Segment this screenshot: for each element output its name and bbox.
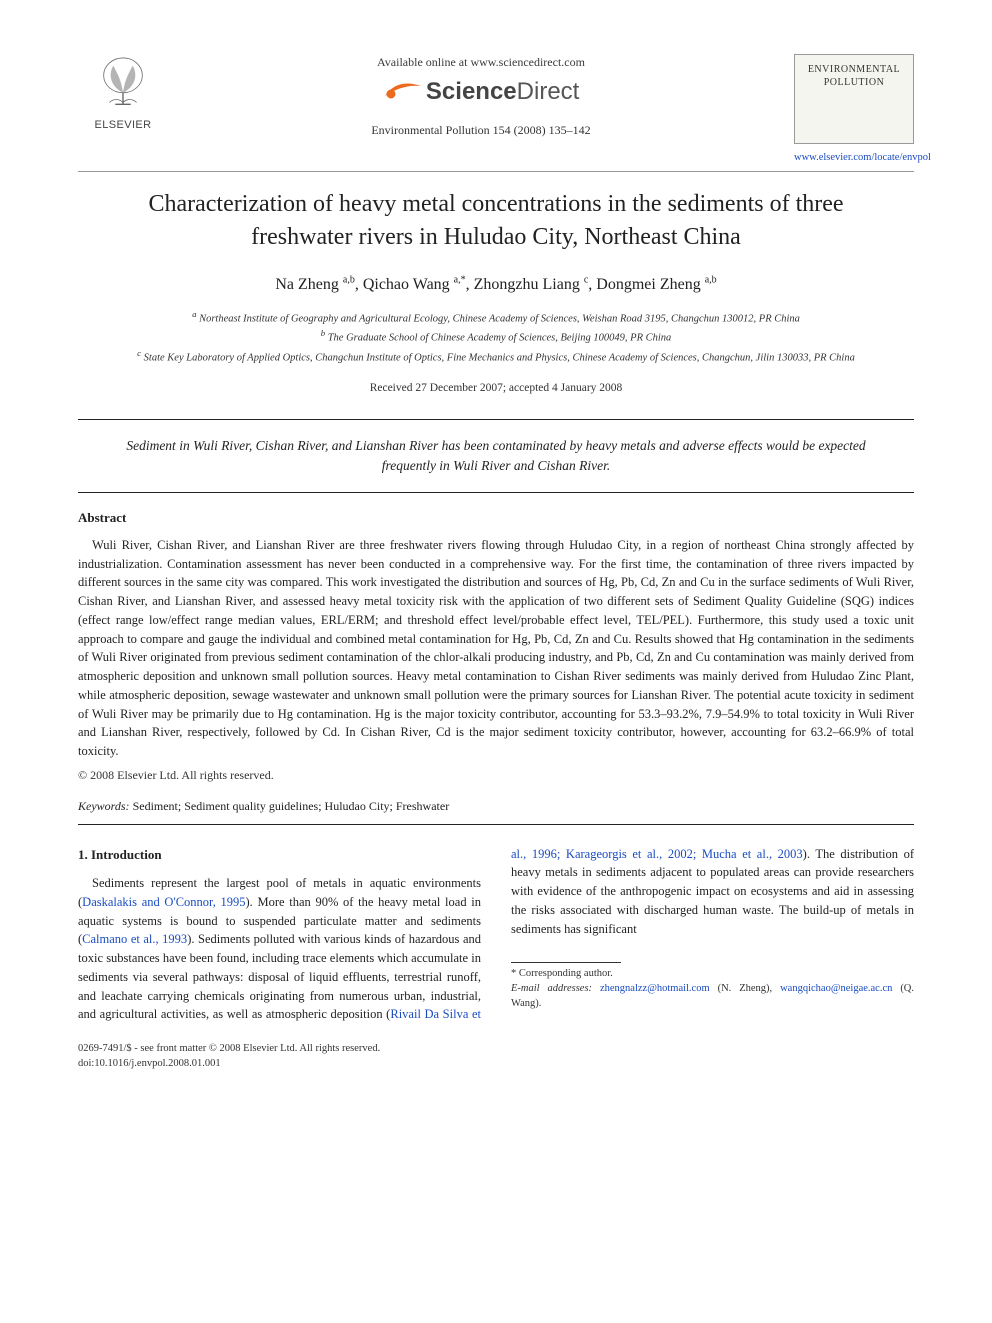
body-columns: 1. Introduction Sediments represent the …	[78, 845, 914, 1025]
affiliation-c: c State Key Laboratory of Applied Optics…	[98, 347, 894, 366]
abstract-text: Wuli River, Cishan River, and Lianshan R…	[78, 536, 914, 761]
sciencedirect-logo: ScienceDirect	[188, 75, 774, 110]
journal-reference: Environmental Pollution 154 (2008) 135–1…	[188, 122, 774, 139]
sciencedirect-wordmark: ScienceDirect	[426, 78, 579, 105]
affiliations: a Northeast Institute of Geography and A…	[98, 308, 894, 366]
author: Zhongzhu Liang c	[474, 276, 589, 293]
author: Qichao Wang a,*	[363, 276, 466, 293]
keywords-line: Keywords: Sediment; Sediment quality gui…	[78, 798, 914, 815]
introduction-heading: 1. Introduction	[78, 845, 481, 865]
keywords-values: Sediment; Sediment quality guidelines; H…	[133, 799, 450, 813]
front-matter-line: 0269-7491/$ - see front matter © 2008 El…	[78, 1042, 914, 1057]
citation-link[interactable]: Calmano et al., 1993	[82, 932, 187, 946]
copyright-line: © 2008 Elsevier Ltd. All rights reserved…	[78, 767, 914, 784]
author: Na Zheng a,b	[275, 276, 354, 293]
corresponding-author-line: * Corresponding author.	[511, 967, 914, 982]
journal-cover-badge: ENVIRONMENTAL POLLUTION	[794, 54, 914, 144]
doi-line: doi:10.1016/j.envpol.2008.01.001	[78, 1057, 914, 1072]
header-divider	[78, 171, 914, 172]
rule-top	[78, 419, 914, 420]
rule-bottom	[78, 492, 914, 493]
author-list: Na Zheng a,b, Qichao Wang a,*, Zhongzhu …	[78, 273, 914, 296]
available-online-line: Available online at www.sciencedirect.co…	[188, 54, 774, 71]
article-title: Characterization of heavy metal concentr…	[118, 188, 874, 253]
journal-badge-block: ENVIRONMENTAL POLLUTION www.elsevier.com…	[794, 54, 914, 165]
footnote-divider	[511, 962, 621, 963]
abstract-heading: Abstract	[78, 509, 914, 528]
email-link[interactable]: zhengnalzz@hotmail.com	[600, 983, 710, 994]
abstract-body: Wuli River, Cishan River, and Lianshan R…	[78, 536, 914, 761]
sciencedirect-swoosh-icon	[383, 76, 423, 110]
keywords-label: Keywords:	[78, 799, 130, 813]
corresponding-footnote: * Corresponding author. E-mail addresses…	[511, 962, 914, 1011]
journal-badge-line2: POLLUTION	[824, 76, 885, 89]
capsule-summary: Sediment in Wuli River, Cishan River, an…	[108, 436, 884, 477]
journal-homepage-link[interactable]: www.elsevier.com/locate/envpol	[794, 150, 914, 165]
header-center: Available online at www.sciencedirect.co…	[168, 54, 794, 140]
author: Dongmei Zheng a,b	[596, 276, 716, 293]
elsevier-tree-icon	[94, 54, 152, 116]
citation-link[interactable]: Daskalakis and O'Connor, 1995	[82, 895, 245, 909]
email-link[interactable]: wangqichao@neigae.ac.cn	[780, 983, 892, 994]
elsevier-label: ELSEVIER	[78, 118, 168, 134]
affiliation-a: a Northeast Institute of Geography and A…	[98, 308, 894, 327]
article-dates: Received 27 December 2007; accepted 4 Ja…	[78, 380, 914, 397]
rule-keywords	[78, 824, 914, 825]
elsevier-block: ELSEVIER	[78, 54, 168, 134]
affiliation-b: b The Graduate School of Chinese Academy…	[98, 327, 894, 346]
journal-badge-line1: ENVIRONMENTAL	[808, 63, 900, 76]
journal-header: ELSEVIER Available online at www.science…	[78, 54, 914, 165]
footer-metadata: 0269-7491/$ - see front matter © 2008 El…	[78, 1042, 914, 1071]
email-addresses: E-mail addresses: zhengnalzz@hotmail.com…	[511, 982, 914, 1011]
